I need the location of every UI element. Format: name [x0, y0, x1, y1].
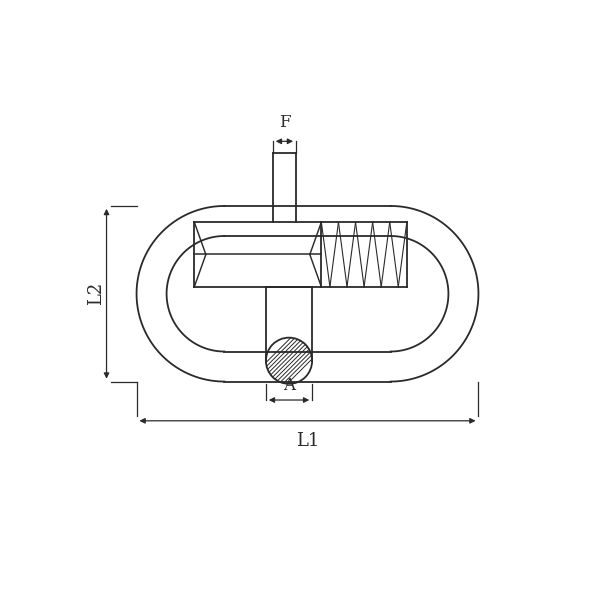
Text: L1: L1 [296, 433, 319, 451]
Text: L2: L2 [88, 282, 106, 305]
Text: F: F [278, 114, 290, 131]
Text: A: A [283, 377, 295, 394]
